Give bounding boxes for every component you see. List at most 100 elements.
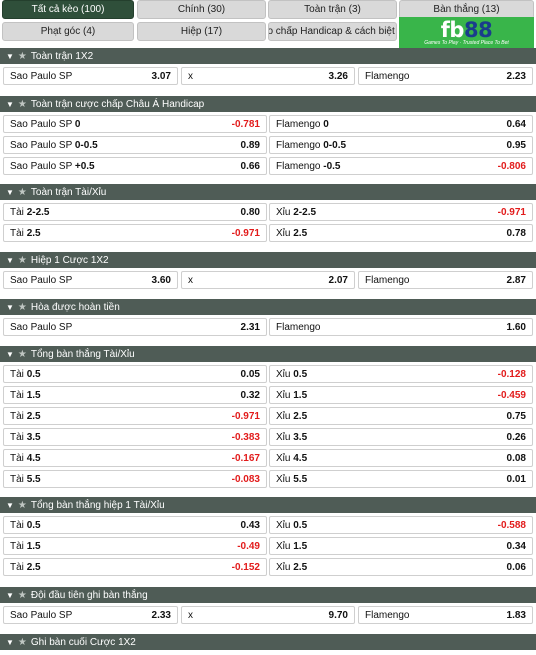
odds-selection[interactable]: Sao Paulo SP 2.31 [3, 318, 267, 336]
odds-selection[interactable]: Tài 1.5 0.32 [3, 386, 267, 404]
collapse-chevron-icon[interactable]: ▼ [6, 500, 14, 510]
odds-selection[interactable]: Sao Paulo SP 0 -0.781 [3, 115, 267, 133]
tab-half[interactable]: Hiệp (17) [137, 22, 266, 41]
collapse-chevron-icon[interactable]: ▼ [6, 187, 14, 197]
odds-value: -0.383 [231, 431, 260, 443]
section-header[interactable]: ▼ ★ Hiệp 1 Cược 1X2 [0, 252, 536, 268]
favorite-star-icon[interactable]: ★ [17, 589, 27, 601]
section-header[interactable]: ▼ ★ Đội đầu tiên ghi bàn thắng [0, 587, 536, 603]
odds-selection[interactable]: Sao Paulo SP 2.33 [3, 606, 178, 624]
odds-selection[interactable]: Sao Paulo SP 0-0.5 0.89 [3, 136, 267, 154]
odds-row: Tài 2-2.5 0.80 Xỉu 2-2.5 -0.971 [0, 203, 536, 221]
selection-name: Sao Paulo SP [10, 118, 73, 130]
odds-value: 0.66 [240, 160, 260, 172]
odds-selection[interactable]: Tài 1.5 -0.49 [3, 537, 267, 555]
favorite-star-icon[interactable]: ★ [17, 186, 27, 198]
section-header[interactable]: ▼ ★ Tổng bàn thắng hiệp 1 Tài/Xỉu [0, 497, 536, 513]
section-header[interactable]: ▼ ★ Toàn trận Tài/Xỉu [0, 184, 536, 200]
section-header[interactable]: ▼ ★ Hòa được hoàn tiền [0, 299, 536, 315]
odds-selection[interactable]: Flamengo 0 0.64 [269, 115, 533, 133]
selection-label: Sao Paulo SP [10, 71, 72, 82]
favorite-star-icon[interactable]: ★ [17, 98, 27, 110]
favorite-star-icon[interactable]: ★ [17, 348, 27, 360]
collapse-chevron-icon[interactable]: ▼ [6, 255, 14, 265]
odds-row: Tài 2.5 -0.971 Xỉu 2.5 0.78 [0, 224, 536, 242]
odds-selection[interactable]: x 3.26 [181, 67, 355, 85]
market-section: ▼ ★ Tổng bàn thắng Tài/Xỉu Tài 0.5 0.05 Xỉu 0… [0, 346, 536, 488]
tab-handicap-margin[interactable]: Kèo chấp Handicap & cách biệt (3) [268, 22, 397, 41]
collapse-chevron-icon[interactable]: ▼ [6, 302, 14, 312]
odds-selection[interactable]: Xỉu 3.5 0.26 [269, 428, 533, 446]
odds-selection[interactable]: Xỉu 4.5 0.08 [269, 449, 533, 467]
selection-name: x [188, 609, 193, 621]
odds-selection[interactable]: Tài 0.5 0.05 [3, 365, 267, 383]
odds-selection[interactable]: x 9.70 [181, 606, 355, 624]
odds-selection[interactable]: Xỉu 1.5 -0.459 [269, 386, 533, 404]
odds-selection[interactable]: Tài 5.5 -0.083 [3, 470, 267, 488]
fb88-logo[interactable]: fb88 Games To Play · Trusted Place To Be… [399, 17, 534, 48]
odds-selection[interactable]: Xỉu 2-2.5 -0.971 [269, 203, 533, 221]
tab-corners[interactable]: Phạt góc (4) [2, 22, 134, 41]
odds-selection[interactable]: Xỉu 2.5 0.78 [269, 224, 533, 242]
odds-selection[interactable]: Xỉu 0.5 -0.128 [269, 365, 533, 383]
odds-selection[interactable]: Sao Paulo SP 3.07 [3, 67, 178, 85]
collapse-chevron-icon[interactable]: ▼ [6, 99, 14, 109]
handicap-line: 4.5 [26, 452, 41, 464]
selection-label: x [188, 610, 193, 621]
odds-value: 0.89 [240, 139, 260, 151]
handicap-line: 0-0.5 [323, 139, 347, 151]
section-title: Hiệp 1 Cược 1X2 [30, 254, 109, 266]
section-header[interactable]: ▼ ★ Ghi bàn cuối Cược 1X2 [0, 634, 536, 650]
odds-selection[interactable]: Flamengo 2.87 [358, 271, 533, 289]
selection-name: Xỉu [276, 206, 291, 218]
collapse-chevron-icon[interactable]: ▼ [6, 349, 14, 359]
selection-name: Flamengo [276, 118, 321, 130]
collapse-chevron-icon[interactable]: ▼ [6, 637, 14, 647]
odds-selection[interactable]: x 2.07 [181, 271, 355, 289]
selection-label: Tài 2-2.5 [10, 207, 49, 218]
odds-selection[interactable]: Flamengo 0-0.5 0.95 [269, 136, 533, 154]
odds-selection[interactable]: Tài 2-2.5 0.80 [3, 203, 267, 221]
handicap-line: -0.5 [323, 160, 341, 172]
collapse-chevron-icon[interactable]: ▼ [6, 51, 14, 61]
selection-name: Tài [10, 473, 24, 485]
favorite-star-icon[interactable]: ★ [17, 301, 27, 313]
odds-selection[interactable]: Flamengo -0.5 -0.806 [269, 157, 533, 175]
section-header[interactable]: ▼ ★ Toàn trận 1X2 [0, 48, 536, 64]
section-title: Tổng bàn thắng Tài/Xỉu [30, 348, 135, 360]
selection-label: Sao Paulo SP 0-0.5 [10, 140, 98, 151]
section-header[interactable]: ▼ ★ Toàn trận cược chấp Châu Á Handicap [0, 96, 536, 112]
favorite-star-icon[interactable]: ★ [17, 254, 27, 266]
tab-main[interactable]: Chính (30) [137, 0, 266, 19]
odds-value: 0.05 [240, 368, 260, 380]
favorite-star-icon[interactable]: ★ [17, 636, 27, 648]
selection-label: Sao Paulo SP [10, 322, 72, 333]
odds-selection[interactable]: Flamengo 1.83 [358, 606, 533, 624]
favorite-star-icon[interactable]: ★ [17, 50, 27, 62]
odds-selection[interactable]: Tài 0.5 0.43 [3, 516, 267, 534]
odds-value: -0.083 [231, 473, 260, 485]
odds-selection[interactable]: Tài 2.5 -0.971 [3, 407, 267, 425]
section-header[interactable]: ▼ ★ Tổng bàn thắng Tài/Xỉu [0, 346, 536, 362]
odds-selection[interactable]: Sao Paulo SP +0.5 0.66 [3, 157, 267, 175]
odds-selection[interactable]: Tài 3.5 -0.383 [3, 428, 267, 446]
odds-selection[interactable]: Tài 4.5 -0.167 [3, 449, 267, 467]
odds-value: 0.34 [506, 540, 526, 552]
selection-label: Xỉu 3.5 [276, 432, 307, 443]
selection-name: Tài [10, 206, 24, 218]
tab-all-markets[interactable]: Tất cả kèo (100) [2, 0, 134, 19]
odds-selection[interactable]: Tài 2.5 -0.152 [3, 558, 267, 576]
odds-selection[interactable]: Xỉu 2.5 0.75 [269, 407, 533, 425]
odds-selection[interactable]: Xỉu 5.5 0.01 [269, 470, 533, 488]
odds-selection[interactable]: Xỉu 1.5 0.34 [269, 537, 533, 555]
favorite-star-icon[interactable]: ★ [17, 499, 27, 511]
handicap-line: 3.5 [26, 431, 41, 443]
odds-selection[interactable]: Flamengo 2.23 [358, 67, 533, 85]
odds-selection[interactable]: Xỉu 2.5 0.06 [269, 558, 533, 576]
odds-selection[interactable]: Sao Paulo SP 3.60 [3, 271, 178, 289]
collapse-chevron-icon[interactable]: ▼ [6, 590, 14, 600]
odds-selection[interactable]: Tài 2.5 -0.971 [3, 224, 267, 242]
tab-full-match[interactable]: Toàn trận (3) [268, 0, 397, 19]
odds-selection[interactable]: Xỉu 0.5 -0.588 [269, 516, 533, 534]
odds-selection[interactable]: Flamengo 1.60 [269, 318, 533, 336]
